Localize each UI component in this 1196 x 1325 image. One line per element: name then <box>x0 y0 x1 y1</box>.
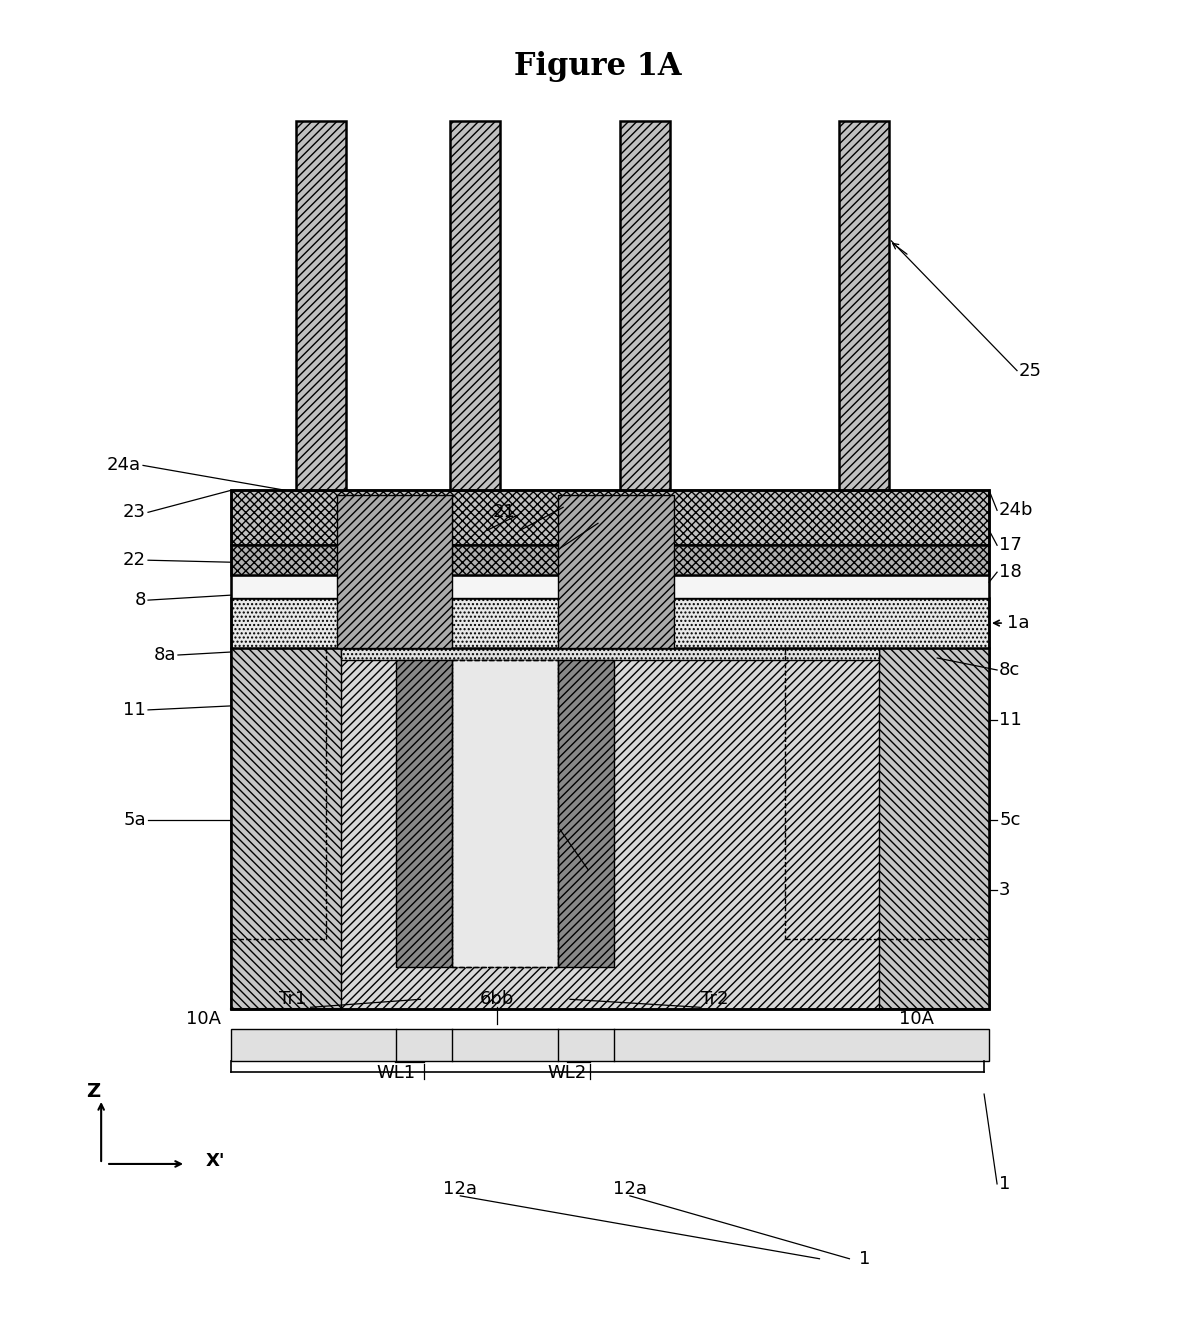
Bar <box>840 121 890 490</box>
Text: 6bb: 6bb <box>480 990 514 1008</box>
Text: 1a: 1a <box>1007 613 1030 632</box>
Bar <box>396 660 452 967</box>
Text: 5a: 5a <box>123 811 146 828</box>
Text: 21: 21 <box>493 504 515 521</box>
Text: 19: 19 <box>600 511 623 529</box>
Bar <box>451 121 500 490</box>
Bar <box>336 496 452 648</box>
Bar <box>295 121 346 490</box>
Text: 3: 3 <box>999 881 1011 898</box>
Text: 10A: 10A <box>185 1010 221 1028</box>
Bar <box>231 648 341 1010</box>
Text: 11: 11 <box>123 701 146 719</box>
Text: 25: 25 <box>1019 362 1042 380</box>
Text: 17: 17 <box>999 537 1021 554</box>
Text: Z: Z <box>86 1081 100 1101</box>
Text: WL2: WL2 <box>548 1064 587 1083</box>
Text: 23: 23 <box>123 504 146 521</box>
Text: 12a: 12a <box>444 1179 477 1198</box>
Bar <box>231 598 989 648</box>
Text: 8c: 8c <box>999 661 1020 678</box>
Text: 1: 1 <box>860 1249 871 1268</box>
Text: Figure 1A: Figure 1A <box>514 50 682 82</box>
Bar <box>452 660 559 967</box>
Text: 24b: 24b <box>999 501 1033 519</box>
Text: 8: 8 <box>135 591 146 610</box>
Bar <box>231 648 989 1010</box>
Bar <box>559 496 673 648</box>
Text: 22: 22 <box>123 551 146 570</box>
Text: X': X' <box>206 1151 225 1170</box>
Bar <box>231 490 989 546</box>
Text: 5b: 5b <box>590 860 614 878</box>
Bar <box>620 121 670 490</box>
Bar <box>341 648 879 660</box>
Text: 10A: 10A <box>899 1010 934 1028</box>
Text: 12a: 12a <box>612 1179 647 1198</box>
Text: Tr1: Tr1 <box>279 990 306 1008</box>
Text: 11: 11 <box>999 712 1021 729</box>
Bar <box>231 546 989 575</box>
Text: 24a: 24a <box>106 456 141 474</box>
Bar <box>231 1030 989 1061</box>
Text: 18: 18 <box>999 563 1021 582</box>
Bar <box>559 660 614 967</box>
Text: 1: 1 <box>999 1175 1011 1192</box>
Text: Tr2: Tr2 <box>701 990 728 1008</box>
Text: 5c: 5c <box>999 811 1020 828</box>
Text: 8a: 8a <box>153 647 176 664</box>
Bar <box>879 648 989 1010</box>
Bar <box>231 490 989 1010</box>
Text: WL1: WL1 <box>376 1064 415 1083</box>
Text: 20: 20 <box>565 496 587 513</box>
Bar <box>231 575 989 598</box>
